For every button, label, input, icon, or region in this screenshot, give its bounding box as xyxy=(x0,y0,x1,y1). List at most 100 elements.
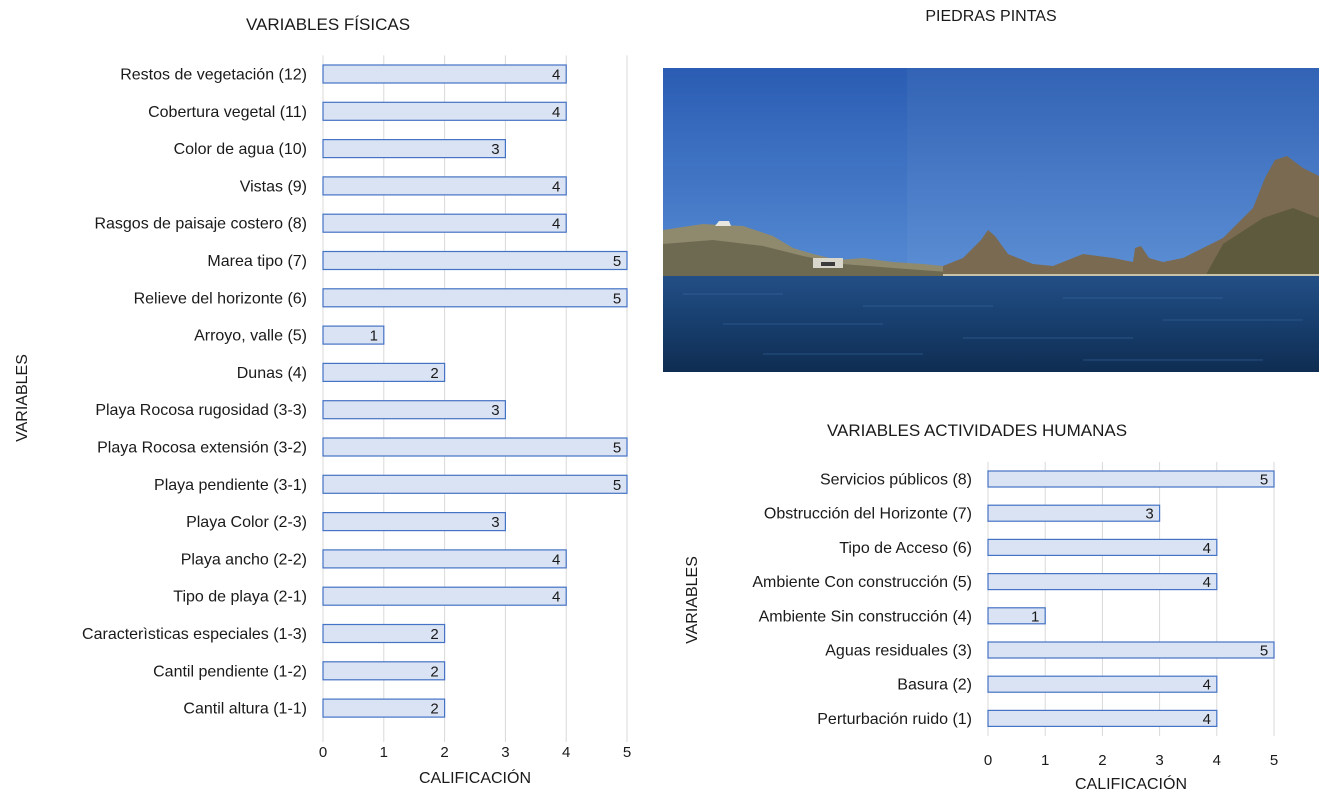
bar xyxy=(987,504,1161,522)
category-label: Playa ancho (2-2) xyxy=(181,551,307,568)
data-label: 4 xyxy=(1203,574,1211,591)
bar xyxy=(322,586,567,606)
category-label: Tipo de Acceso (6) xyxy=(839,540,972,557)
data-label: 5 xyxy=(613,290,621,307)
category-label: Servicios públicos (8) xyxy=(820,472,972,489)
bar xyxy=(322,325,385,345)
data-label: 4 xyxy=(552,104,560,121)
chart-title: VARIABLES ACTIVIDADES HUMANAS xyxy=(827,421,1127,440)
bar xyxy=(322,101,567,121)
x-tick-label: 0 xyxy=(984,752,992,769)
data-label: 5 xyxy=(613,440,621,457)
data-label: 3 xyxy=(491,402,499,419)
photo-title: PIEDRAS PINTAS xyxy=(925,8,1057,25)
chart-variables-fisicas: VARIABLES FÍSICAS VARIABLES CALIFICACIÓN 0 1… xyxy=(14,15,631,787)
data-label: 4 xyxy=(1203,540,1211,557)
data-label: 3 xyxy=(491,141,499,158)
data-label: 3 xyxy=(1145,506,1153,523)
bar xyxy=(322,474,628,494)
bar xyxy=(322,400,506,420)
bar xyxy=(987,675,1218,693)
bar xyxy=(322,511,506,532)
x-tick-label: 4 xyxy=(562,744,570,761)
data-label: 1 xyxy=(1031,608,1039,625)
category-label: Color de agua (10) xyxy=(174,141,307,158)
data-label: 2 xyxy=(430,663,438,680)
category-label: Cobertura vegetal (11) xyxy=(148,104,307,121)
category-label: Arroyo, valle (5) xyxy=(194,328,307,345)
data-label: 2 xyxy=(430,701,438,718)
x-tick-label: 5 xyxy=(1270,752,1278,769)
x-tick-label: 1 xyxy=(380,744,388,761)
data-label: 2 xyxy=(430,626,438,643)
x-axis-label: CALIFICACIÓN xyxy=(1075,774,1187,793)
data-label: 4 xyxy=(552,178,560,195)
x-tick-label: 2 xyxy=(440,744,448,761)
category-label: Playa Rocosa extensión (3-2) xyxy=(97,440,307,457)
bar xyxy=(987,572,1218,591)
data-label: 5 xyxy=(1260,472,1268,489)
category-label: Playa Color (2-3) xyxy=(186,514,307,531)
data-label: 1 xyxy=(370,328,378,345)
x-tick-label: 1 xyxy=(1041,752,1049,769)
x-tick-label: 4 xyxy=(1213,752,1221,769)
x-tick-label: 2 xyxy=(1098,752,1106,769)
data-label: 4 xyxy=(1203,711,1211,728)
chart-title: VARIABLES FÍSICAS xyxy=(246,15,410,34)
y-axis-label: VARIABLES xyxy=(14,354,31,442)
category-label: Playa Rocosa rugosidad (3-3) xyxy=(95,402,307,419)
bar xyxy=(322,288,628,308)
data-label: 2 xyxy=(430,365,438,382)
category-label: Ambiente Sin construcción (4) xyxy=(759,608,972,625)
category-label: Marea tipo (7) xyxy=(207,253,307,270)
x-tick-label: 0 xyxy=(319,744,327,761)
bar xyxy=(322,139,506,159)
category-label: Rasgos de paisaje costero (8) xyxy=(94,216,307,233)
bar xyxy=(322,698,446,718)
category-label: Playa pendiente (3-1) xyxy=(154,477,307,494)
bar xyxy=(322,250,628,271)
bar xyxy=(322,437,628,457)
bar xyxy=(987,641,1275,659)
category-label: Relieve del horizonte (6) xyxy=(134,290,307,307)
data-label: 5 xyxy=(613,477,621,494)
x-tick-label: 3 xyxy=(501,744,509,761)
category-label: Tipo de playa (2-1) xyxy=(173,589,307,606)
bar xyxy=(322,623,446,644)
category-label: Basura (2) xyxy=(897,677,972,694)
bar xyxy=(322,362,446,382)
x-axis-label: CALIFICACIÓN xyxy=(419,768,531,787)
y-axis-label: VARIABLES xyxy=(684,556,701,644)
data-label: 4 xyxy=(552,589,560,606)
bar xyxy=(322,661,446,681)
category-label: Restos de vegetación (12) xyxy=(120,67,307,84)
bar xyxy=(987,709,1218,728)
category-label: Vistas (9) xyxy=(240,178,307,195)
data-label: 5 xyxy=(1260,643,1268,660)
bar xyxy=(322,213,567,233)
category-label: Dunas (4) xyxy=(237,365,307,382)
landscape-photo xyxy=(663,68,1319,372)
bar xyxy=(987,470,1275,488)
bar xyxy=(987,538,1218,557)
data-label: 4 xyxy=(552,216,560,233)
data-label: 5 xyxy=(613,253,621,270)
category-label: Cantil pendiente (1-2) xyxy=(153,663,307,680)
category-label: Aguas residuales (3) xyxy=(825,643,972,660)
bar xyxy=(987,607,1046,625)
category-label: Caracterìsticas especiales (1-3) xyxy=(82,626,307,643)
category-label: Obstrucción del Horizonte (7) xyxy=(764,506,972,523)
chart-variables-actividades-humanas: VARIABLES ACTIVIDADES HUMANAS VARIABLES CA… xyxy=(684,421,1278,793)
bar xyxy=(322,176,567,196)
category-label: Ambiente Con construcción (5) xyxy=(752,574,972,591)
data-label: 4 xyxy=(552,67,560,84)
data-label: 3 xyxy=(491,514,499,531)
category-label: Cantil altura (1-1) xyxy=(183,701,307,718)
category-label: Perturbación ruido (1) xyxy=(817,711,972,728)
data-label: 4 xyxy=(552,551,560,568)
x-tick-label: 3 xyxy=(1155,752,1163,769)
bar xyxy=(322,549,567,569)
x-tick-label: 5 xyxy=(623,744,631,761)
data-label: 4 xyxy=(1203,677,1211,694)
